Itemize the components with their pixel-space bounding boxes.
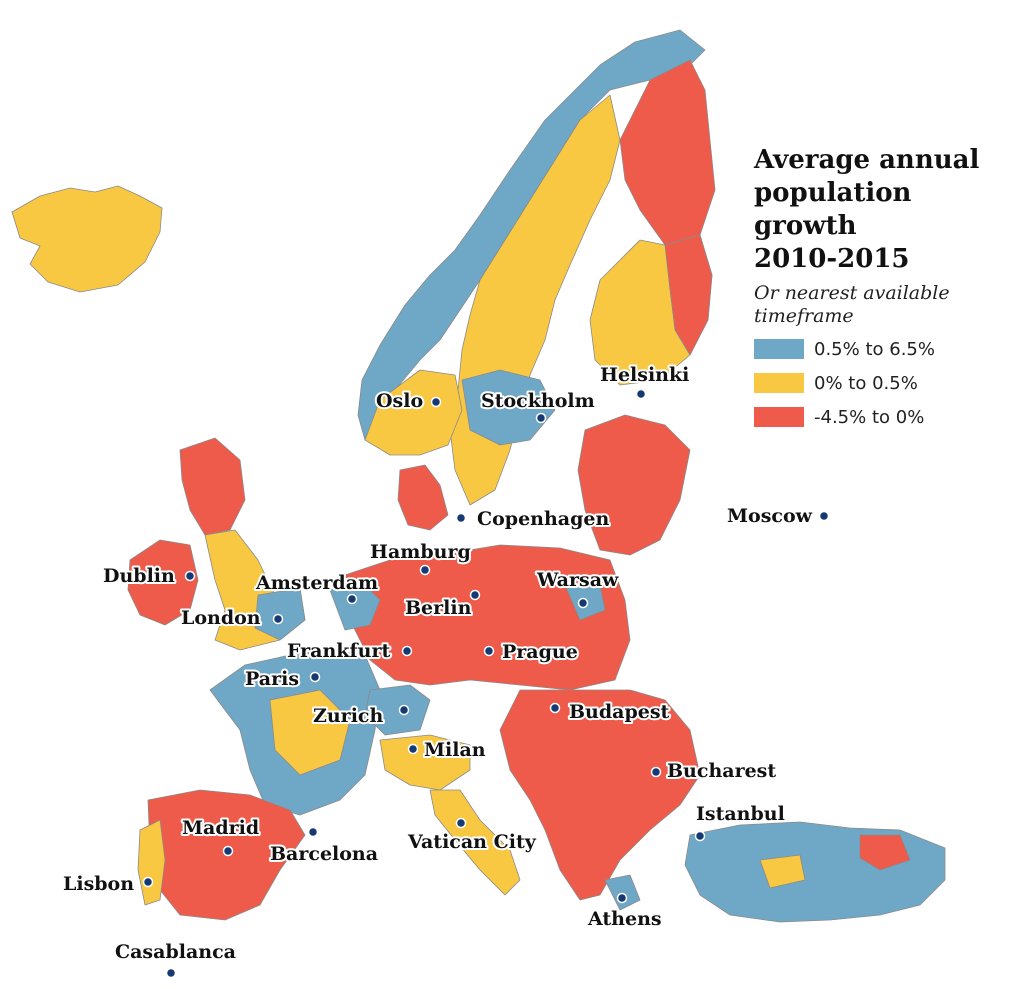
city-marker-london [272, 613, 284, 625]
legend-swatch [754, 339, 804, 359]
city-label-moscow: Moscow [727, 505, 813, 527]
city-label-copenhagen: Copenhagen [477, 508, 609, 530]
city-label-dublin: Dublin [103, 565, 175, 587]
region-netherlands [329, 579, 381, 631]
city-marker-warsaw [577, 597, 589, 609]
region-switzerland [364, 684, 431, 736]
city-label-london: London [181, 607, 261, 629]
city-marker-dublin [184, 570, 196, 582]
region-denmark [397, 464, 449, 531]
city-marker-bucharest [650, 766, 662, 778]
city-label-hamburg: Hamburg [370, 541, 471, 563]
city-marker-casablanca [165, 967, 177, 979]
region-athens [604, 874, 641, 911]
city-marker-amsterdam [346, 593, 358, 605]
region-stockholm [461, 369, 556, 446]
city-label-istanbul: Istanbul [696, 803, 785, 825]
city-label-zurich: Zurich [313, 705, 383, 727]
city-marker-prague [483, 645, 495, 657]
city-marker-copenhagen [455, 512, 467, 524]
city-marker-stockholm [535, 412, 547, 424]
city-label-berlin: Berlin [405, 597, 472, 619]
region-central-europe [344, 544, 631, 691]
legend-title: Average annual population growth 2010-20… [754, 144, 1019, 276]
legend: Average annual population growth 2010-20… [754, 144, 1019, 430]
region-italy-north [379, 734, 471, 791]
city-label-barcelona: Barcelona [270, 843, 378, 865]
legend-subtitle-line: timeframe [754, 305, 854, 327]
legend-item-growth-high: 0.5% to 6.5% [754, 336, 1019, 362]
city-label-helsinki: Helsinki [600, 364, 689, 386]
region-italy-south [429, 789, 521, 896]
city-label-madrid: Madrid [182, 817, 259, 839]
region-finland-north [619, 59, 716, 246]
city-marker-moscow [818, 510, 830, 522]
city-label-stockholm: Stockholm [481, 390, 595, 412]
city-marker-zurich [398, 704, 410, 716]
city-marker-budapest [549, 702, 561, 714]
city-marker-berlin [469, 589, 481, 601]
legend-title-line: population growth [754, 178, 912, 241]
city-label-warsaw: Warsaw [536, 569, 619, 591]
region-turkey-center [759, 854, 806, 889]
legend-item-decline: -4.5% to 0% [754, 404, 1019, 430]
city-label-prague: Prague [502, 641, 578, 663]
legend-title-line: 2010-2015 [754, 244, 910, 274]
city-label-amsterdam: Amsterdam [255, 572, 378, 594]
city-label-casablanca: Casablanca [115, 941, 236, 963]
city-marker-paris [309, 671, 321, 683]
legend-subtitle-line: Or nearest available [754, 282, 950, 304]
region-oslo [364, 369, 463, 456]
city-label-lisbon: Lisbon [63, 873, 134, 895]
legend-swatch [754, 373, 804, 393]
city-label-budapest: Budapest [569, 701, 670, 723]
city-marker-vatican-city [455, 817, 467, 829]
region-portugal [137, 819, 166, 906]
city-label-bucharest: Bucharest [667, 760, 776, 782]
legend-label: 0% to 0.5% [814, 372, 918, 394]
legend-subtitle: Or nearest available timeframe [754, 282, 1019, 328]
map-regions [11, 29, 946, 923]
city-label-milan: Milan [424, 739, 486, 761]
city-label-athens: Athens [587, 908, 662, 930]
region-london [254, 587, 306, 641]
city-marker-barcelona [307, 826, 319, 838]
city-label-oslo: Oslo [376, 390, 423, 412]
region-ireland [127, 539, 199, 626]
city-marker-madrid [222, 845, 234, 857]
city-marker-lisbon [142, 876, 154, 888]
city-marker-hamburg [419, 564, 431, 576]
region-iceland [11, 185, 163, 293]
region-turkey-east [859, 834, 911, 871]
city-marker-istanbul [694, 830, 706, 842]
legend-label: -4.5% to 0% [814, 406, 925, 428]
city-marker-helsinki [635, 388, 647, 400]
legend-swatch [754, 407, 804, 427]
city-marker-athens [616, 892, 628, 904]
legend-item-growth-low: 0% to 0.5% [754, 370, 1019, 396]
region-southeast-europe [499, 689, 701, 901]
region-france-center [269, 689, 351, 776]
legend-label: 0.5% to 6.5% [814, 338, 935, 360]
city-label-vatican-city: Vatican City [407, 831, 537, 853]
city-marker-oslo [430, 396, 442, 408]
city-marker-milan [407, 743, 419, 755]
city-label-paris: Paris [245, 668, 299, 690]
region-baltics [577, 414, 691, 556]
region-scotland [179, 437, 246, 536]
region-turkey [684, 821, 946, 923]
region-finland-east [664, 234, 713, 356]
legend-title-line: Average annual [754, 145, 980, 175]
city-label-frankfurt: Frankfurt [287, 640, 390, 662]
city-marker-frankfurt [401, 645, 413, 657]
